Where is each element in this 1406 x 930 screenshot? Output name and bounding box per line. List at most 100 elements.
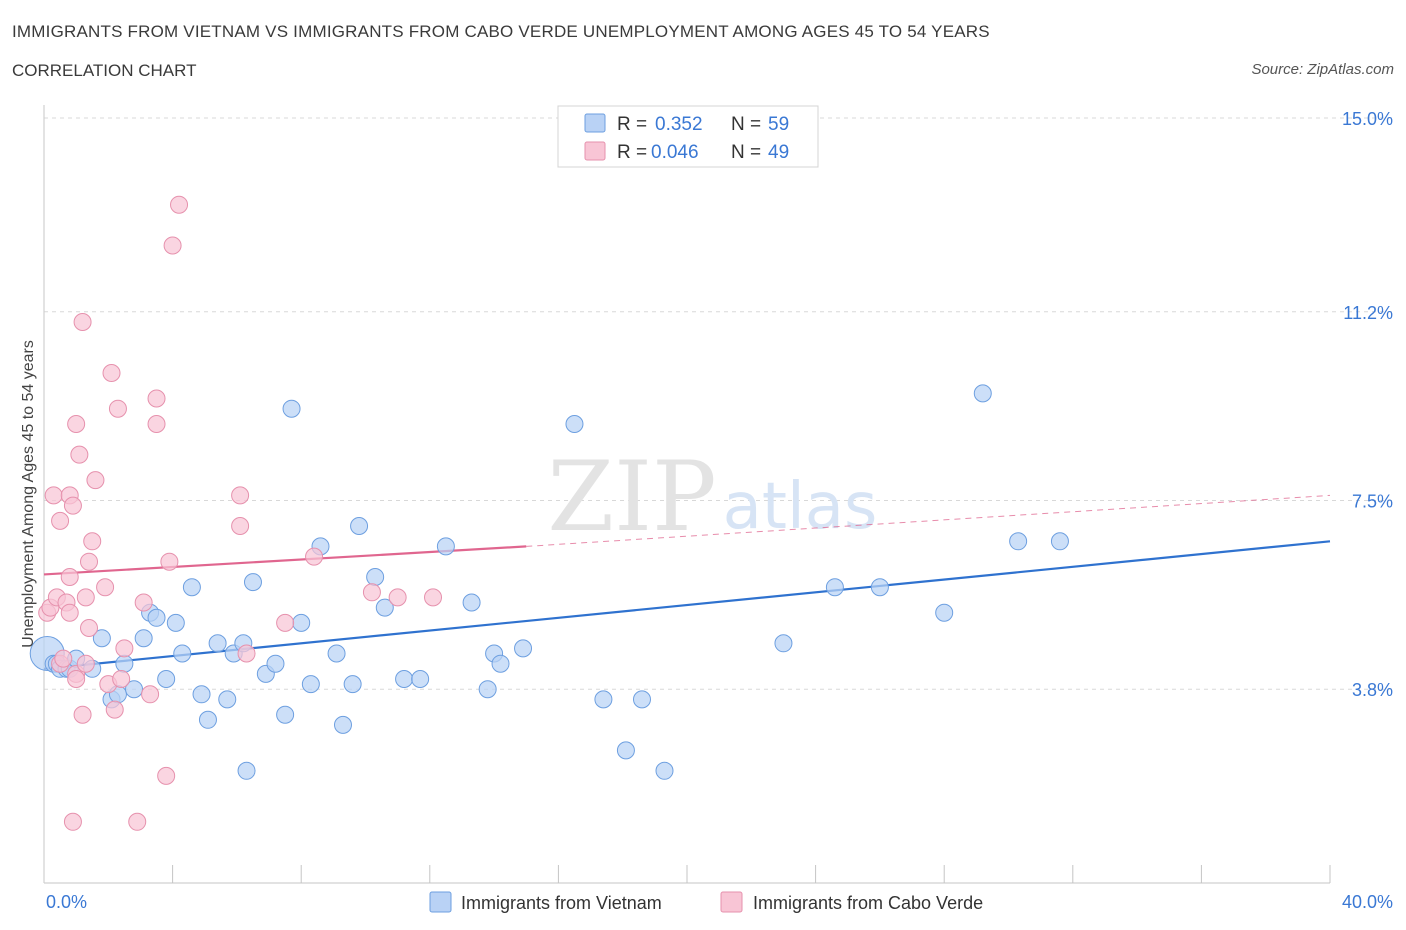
point-cabo-verde [424, 588, 443, 607]
point-cabo-verde [83, 532, 102, 551]
series-legend: Immigrants from Vietnam Immigrants from … [429, 891, 983, 913]
point-cabo-verde [54, 649, 73, 668]
point-cabo-verde [157, 766, 176, 785]
watermark-zip: ZIP [547, 441, 716, 553]
point-vietnam [565, 415, 584, 433]
point-vietnam [182, 578, 201, 597]
series-legend-label-cabo-verde: Immigrants from Cabo Verde [753, 893, 983, 913]
point-cabo-verde [170, 195, 189, 214]
y-tick-label-3: 15.0% [1342, 109, 1393, 129]
legend-swatch-vietnam [584, 113, 606, 133]
point-vietnam [192, 685, 211, 704]
x-tick-label-0: 0.0% [46, 892, 87, 912]
point-vietnam [327, 644, 346, 663]
y-axis-title: Unemployment Among Ages 45 to 54 years [20, 340, 37, 648]
point-vietnam [1050, 532, 1069, 551]
trend-line-cabo-verde-extension [526, 494, 1331, 547]
chart-subtitle: CORRELATION CHART [12, 61, 197, 80]
point-vietnam [616, 741, 635, 760]
y-tick-labels: 3.8% 7.5% 11.2% 15.0% [1342, 109, 1393, 700]
point-vietnam [774, 634, 793, 653]
point-cabo-verde [134, 593, 153, 612]
source-note: Source: ZipAtlas.com [1251, 61, 1394, 78]
point-vietnam [157, 670, 176, 688]
point-cabo-verde [96, 578, 115, 597]
watermark-atlas: atlas [723, 470, 878, 544]
point-cabo-verde [115, 639, 134, 658]
y-tick-label-0: 3.8% [1352, 680, 1393, 700]
point-vietnam [375, 598, 394, 617]
point-vietnam [292, 613, 311, 632]
point-vietnam [125, 680, 144, 699]
legend-n-label-vietnam: N = [731, 114, 761, 135]
point-vietnam [134, 629, 153, 648]
legend-n-value-cabo-verde: 49 [768, 142, 789, 163]
point-cabo-verde [60, 603, 79, 622]
point-cabo-verde [105, 700, 124, 719]
x-tick-label-1: 40.0% [1342, 892, 1393, 912]
point-vietnam [655, 761, 674, 780]
point-cabo-verde [237, 644, 256, 663]
point-cabo-verde [388, 588, 407, 607]
point-cabo-verde [80, 619, 99, 637]
point-cabo-verde [80, 552, 99, 571]
legend-r-value-vietnam: 0.352 [655, 114, 703, 135]
watermark: ZIP atlas [547, 441, 877, 553]
point-cabo-verde [73, 705, 92, 724]
point-vietnam [491, 654, 510, 673]
trend-line-cabo-verde [43, 545, 527, 576]
point-cabo-verde [76, 654, 95, 673]
series-legend-swatch-vietnam [429, 891, 452, 913]
point-cabo-verde [160, 552, 179, 571]
point-cabo-verde [51, 511, 70, 530]
point-cabo-verde [231, 486, 250, 505]
point-cabo-verde [44, 486, 63, 505]
point-cabo-verde [128, 812, 147, 831]
y-tick-label-1: 7.5% [1352, 492, 1393, 512]
point-cabo-verde [67, 670, 86, 688]
point-cabo-verde [163, 236, 182, 255]
x-tick-labels: 0.0% 40.0% [46, 892, 1393, 912]
point-vietnam [243, 573, 262, 592]
point-cabo-verde [73, 313, 92, 331]
point-vietnam [266, 654, 285, 673]
legend-n-value-vietnam: 59 [768, 114, 789, 135]
point-vietnam [935, 603, 954, 622]
point-vietnam [411, 670, 430, 688]
point-cabo-verde [60, 568, 79, 586]
point-vietnam [115, 654, 134, 673]
point-cabo-verde [86, 471, 105, 490]
point-vietnam [1009, 532, 1028, 551]
point-cabo-verde [67, 415, 86, 433]
point-vietnam [350, 517, 369, 535]
legend-r-label-vietnam: R = [617, 114, 647, 135]
series-legend-swatch-cabo-verde [720, 891, 743, 913]
point-vietnam [366, 568, 385, 586]
stats-legend: R = 0.352 N = 59 R = 0.046 N = 49 [557, 105, 819, 168]
point-cabo-verde [231, 517, 250, 535]
point-vietnam [343, 675, 362, 694]
gridlines [44, 117, 1392, 690]
point-vietnam [218, 690, 237, 709]
point-vietnam [436, 537, 455, 556]
point-vietnam [478, 680, 497, 699]
point-cabo-verde [63, 496, 82, 515]
point-vietnam [147, 608, 166, 627]
point-cabo-verde [112, 670, 131, 688]
point-vietnam [973, 384, 992, 403]
point-vietnam [282, 399, 301, 418]
point-vietnam [166, 613, 185, 632]
point-vietnam [333, 715, 352, 734]
point-cabo-verde [141, 685, 160, 704]
point-cabo-verde [102, 364, 121, 382]
point-vietnam [237, 761, 256, 780]
legend-n-label-cabo-verde: N = [731, 142, 761, 163]
point-vietnam [173, 644, 192, 663]
point-cabo-verde [362, 583, 381, 602]
point-cabo-verde [108, 399, 127, 418]
point-vietnam [301, 675, 320, 694]
point-cabo-verde [76, 588, 95, 607]
point-cabo-verde [63, 812, 82, 831]
x-ticks [172, 865, 1331, 883]
